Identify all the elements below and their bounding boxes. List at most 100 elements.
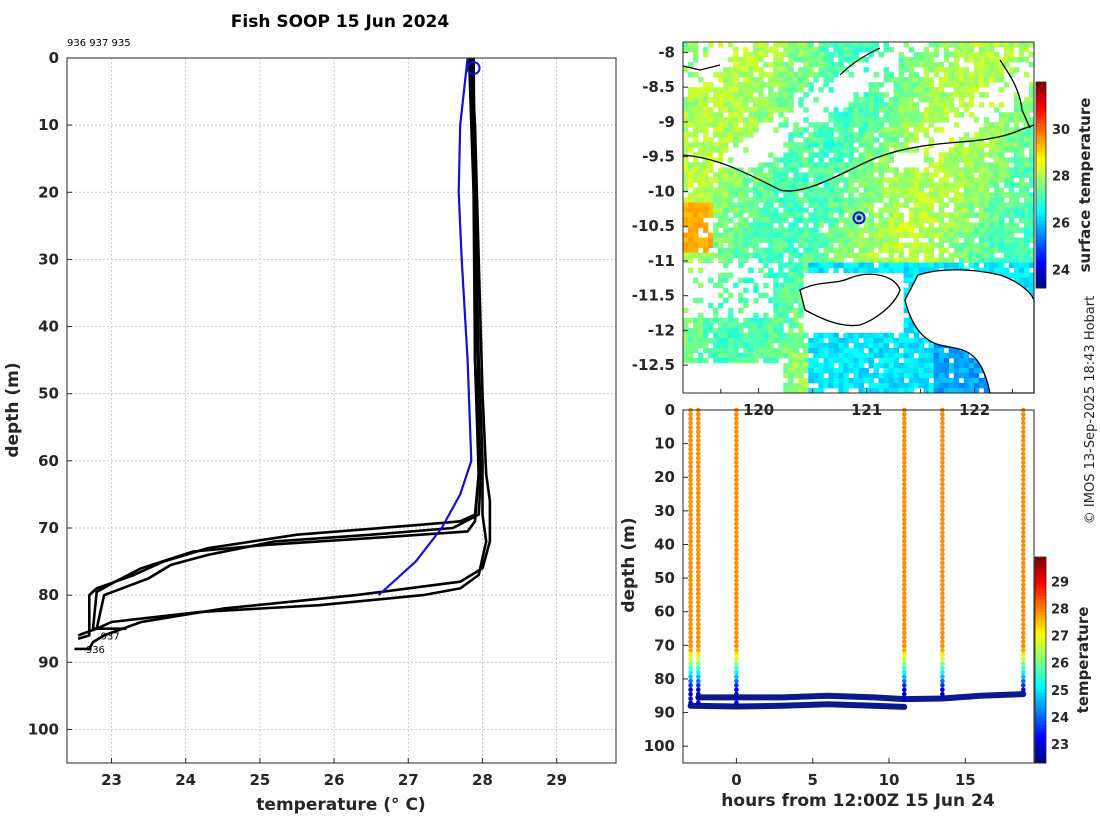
sst-cell xyxy=(903,102,910,108)
sst-cell xyxy=(883,47,889,53)
sst-cell xyxy=(993,267,1000,274)
sst-cell xyxy=(753,322,759,329)
sst-cell xyxy=(893,122,900,128)
sst-cell xyxy=(758,97,764,103)
cast-point xyxy=(1021,534,1026,539)
sst-cell xyxy=(713,237,719,243)
sst-cell xyxy=(918,197,925,203)
sst-cell xyxy=(958,232,965,238)
sst-cell xyxy=(783,387,789,394)
sst-cell xyxy=(768,222,774,228)
sst-cell xyxy=(843,107,849,113)
sst-cell xyxy=(768,162,774,168)
sst-cell xyxy=(738,217,744,223)
sst-cell xyxy=(933,257,940,264)
sst-cell xyxy=(838,142,844,148)
sst-cell xyxy=(873,192,879,198)
temperature-colorbar-segment xyxy=(1035,663,1046,667)
sst-cell xyxy=(718,247,724,253)
sst-cell xyxy=(913,257,920,264)
sst-cell xyxy=(828,157,834,163)
sst-cell xyxy=(868,137,874,143)
sst-cell xyxy=(823,362,829,369)
sst-cell xyxy=(1008,112,1015,118)
sst-cell xyxy=(738,297,744,304)
sst-colorbar-segment xyxy=(1036,217,1046,221)
sst-cell xyxy=(1013,247,1020,253)
sst-cell xyxy=(763,252,769,259)
cast-point xyxy=(940,433,945,439)
sst-cell xyxy=(933,387,940,394)
sst-cell xyxy=(903,147,910,153)
sst-cell xyxy=(733,192,739,198)
sst-cell xyxy=(738,97,744,103)
cast-point xyxy=(902,508,907,513)
cast-point xyxy=(902,464,907,470)
sst-cell xyxy=(968,152,975,158)
cast-point xyxy=(734,521,739,526)
sst-cell xyxy=(783,237,789,243)
sst-cell xyxy=(773,307,779,314)
sst-cell xyxy=(808,342,814,349)
sst-cell xyxy=(948,182,955,188)
temperature-colorbar-segment xyxy=(1035,585,1046,590)
sst-cell xyxy=(843,187,849,193)
temperature-colorbar-segment xyxy=(1035,695,1046,700)
sst-cell xyxy=(993,207,1000,213)
sst-cell xyxy=(808,267,814,274)
sst-cell xyxy=(818,67,824,73)
sst-cell xyxy=(728,197,734,203)
sst-cell xyxy=(788,257,794,264)
sst-cell xyxy=(833,107,839,113)
sst-cell xyxy=(978,127,985,133)
sst-cell xyxy=(923,117,930,123)
sst-cell xyxy=(718,152,724,158)
sst-cell xyxy=(1008,232,1015,238)
time-depth-ytick-label: 90 xyxy=(654,704,675,722)
sst-cell xyxy=(868,257,874,264)
sst-cell xyxy=(913,62,920,68)
sst-cell xyxy=(808,367,814,374)
sst-cell xyxy=(708,182,714,188)
sst-cell xyxy=(973,152,980,158)
sst-cell xyxy=(718,327,724,334)
sst-cell xyxy=(1008,142,1015,148)
sst-cell xyxy=(793,197,799,203)
sst-cell xyxy=(758,322,764,329)
cast-point xyxy=(734,455,739,461)
sst-cell xyxy=(858,227,864,233)
sst-cell xyxy=(823,197,829,203)
sst-cell xyxy=(783,92,789,98)
coastline-north xyxy=(839,47,881,76)
sst-cell xyxy=(1023,102,1030,108)
cast-point xyxy=(696,517,701,522)
sst-cell xyxy=(978,222,985,228)
sst-cell xyxy=(708,87,714,93)
sst-cell xyxy=(833,72,839,78)
cast-point xyxy=(940,630,945,636)
sst-cell xyxy=(938,92,945,98)
cast-point xyxy=(734,626,739,631)
sst-cell xyxy=(833,152,839,158)
sst-cell xyxy=(1003,57,1010,63)
sst-cell xyxy=(938,197,945,203)
sst-cell xyxy=(853,177,859,183)
sst-cell xyxy=(773,287,779,294)
sst-cell xyxy=(843,362,849,369)
sst-cell xyxy=(813,137,819,143)
sst-cell xyxy=(838,167,844,173)
sst-cell xyxy=(753,197,759,203)
sst-cell xyxy=(868,112,874,118)
sst-cell xyxy=(833,182,839,188)
sst-cell xyxy=(773,192,779,198)
sst-cell xyxy=(698,237,704,243)
sst-cell xyxy=(753,112,759,118)
sst-cell xyxy=(828,257,834,264)
sst-cell xyxy=(728,252,734,259)
sst-cell xyxy=(683,137,689,143)
sst-cell xyxy=(718,172,724,178)
sst-cell xyxy=(728,92,734,98)
sst-cell xyxy=(928,387,935,394)
sst-cell xyxy=(698,117,704,123)
